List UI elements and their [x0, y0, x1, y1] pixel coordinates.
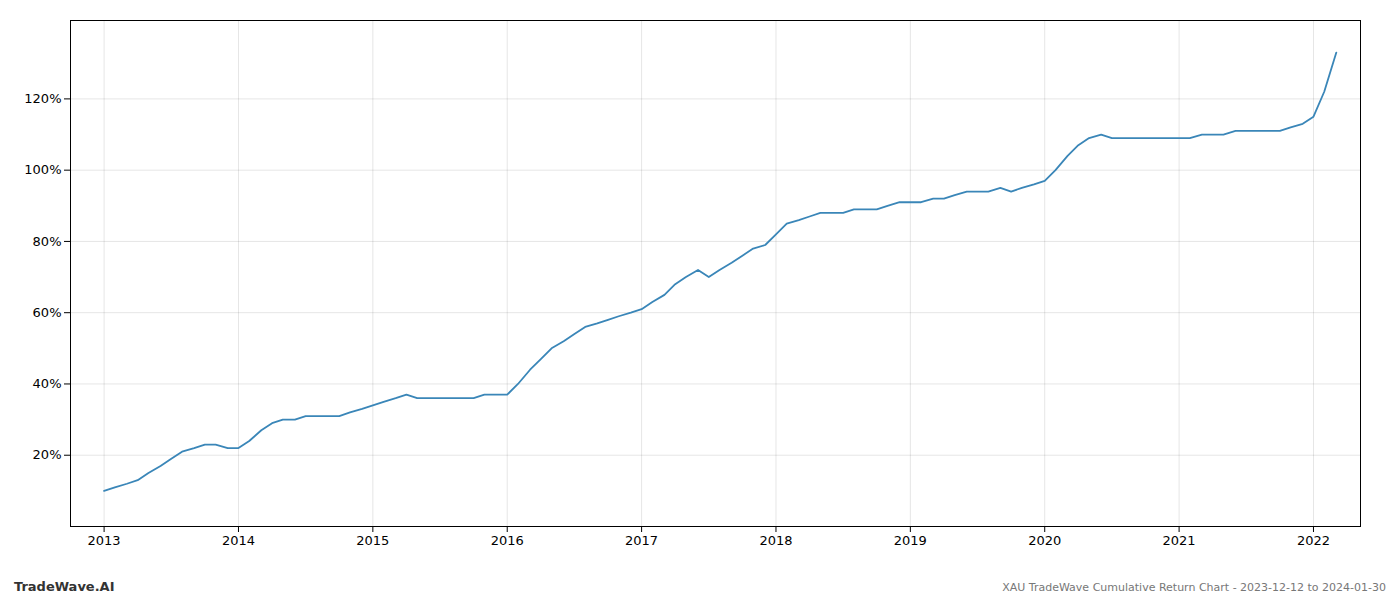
svg-text:2019: 2019: [894, 533, 927, 548]
svg-text:2020: 2020: [1028, 533, 1061, 548]
svg-text:60%: 60%: [33, 305, 62, 320]
svg-text:2022: 2022: [1297, 533, 1330, 548]
svg-text:2021: 2021: [1163, 533, 1196, 548]
svg-text:2014: 2014: [222, 533, 255, 548]
svg-text:2017: 2017: [625, 533, 658, 548]
svg-text:100%: 100%: [24, 162, 61, 177]
svg-text:2016: 2016: [491, 533, 524, 548]
svg-text:120%: 120%: [24, 91, 61, 106]
svg-text:2013: 2013: [88, 533, 121, 548]
svg-text:2018: 2018: [759, 533, 792, 548]
html-text:TradeWave.AI: TradeWave.AI: [14, 579, 115, 594]
svg-text:40%: 40%: [33, 376, 62, 391]
svg-text:20%: 20%: [33, 447, 62, 462]
html-text:XAU TradeWave Cumulative Retur: XAU TradeWave Cumulative Return Chart - …: [1002, 581, 1386, 594]
svg-text:80%: 80%: [33, 234, 62, 249]
svg-text:2015: 2015: [356, 533, 389, 548]
